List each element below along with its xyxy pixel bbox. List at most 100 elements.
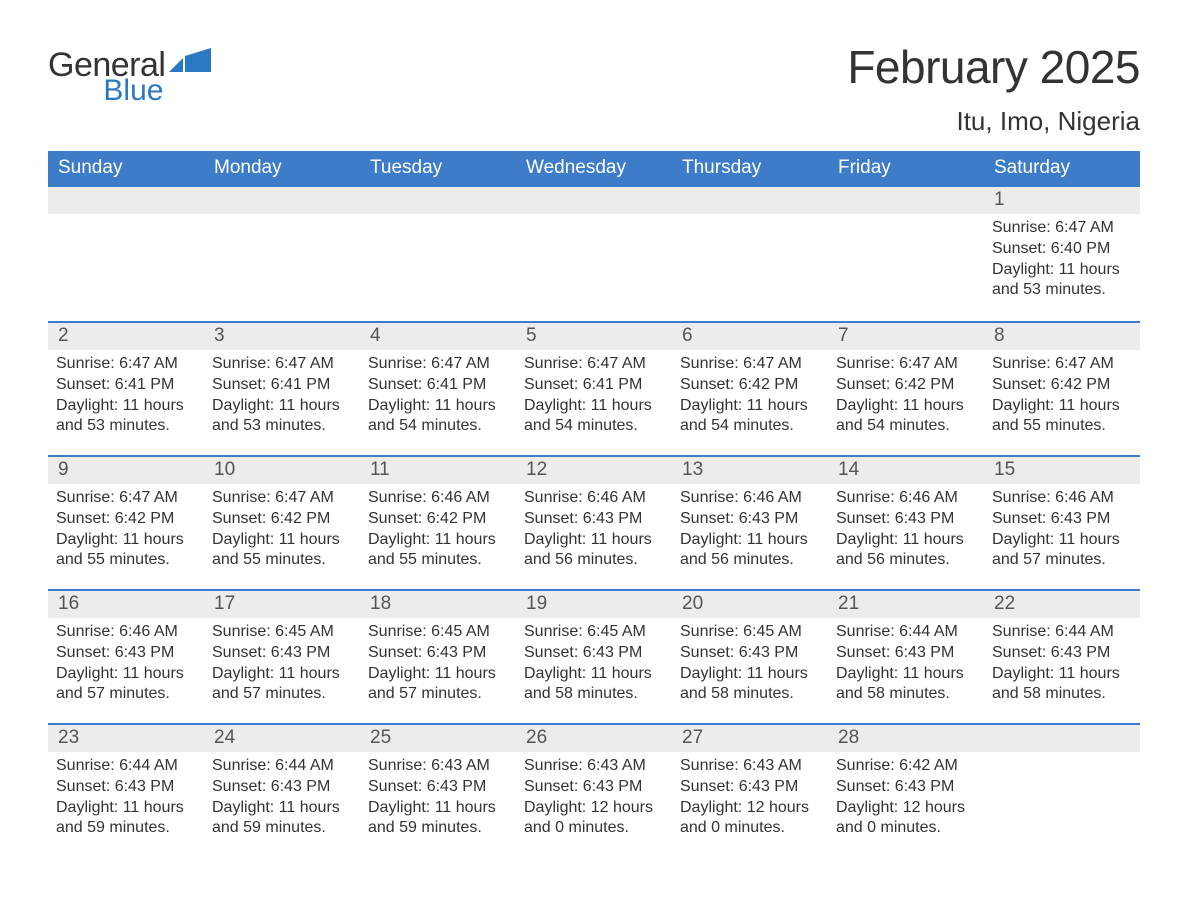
day-info: Sunrise: 6:45 AMSunset: 6:43 PMDaylight:… — [368, 622, 508, 705]
sunset-line: Sunset: 6:41 PM — [56, 375, 196, 396]
day-number — [48, 187, 204, 214]
month-title: February 2025 — [847, 40, 1140, 94]
day-number — [672, 187, 828, 214]
sunset-line: Sunset: 6:42 PM — [56, 509, 196, 530]
day-number: 5 — [516, 323, 672, 350]
daylight-line: Daylight: 11 hours and 57 minutes. — [368, 664, 508, 706]
sunset-line: Sunset: 6:43 PM — [212, 643, 352, 664]
daylight-line: Daylight: 11 hours and 54 minutes. — [368, 396, 508, 438]
calendar-day-cell: 6Sunrise: 6:47 AMSunset: 6:42 PMDaylight… — [672, 323, 828, 455]
calendar-day-cell: 13Sunrise: 6:46 AMSunset: 6:43 PMDayligh… — [672, 457, 828, 589]
weekday-header: Wednesday — [516, 151, 672, 187]
day-number: 2 — [48, 323, 204, 350]
sunrise-line: Sunrise: 6:44 AM — [56, 756, 196, 777]
sunrise-line: Sunrise: 6:43 AM — [368, 756, 508, 777]
calendar-day-cell — [204, 187, 360, 321]
brand-logo: General Blue — [48, 40, 211, 106]
sunrise-line: Sunrise: 6:46 AM — [680, 488, 820, 509]
calendar-day-cell: 1 Sunrise: 6:47 AMSunset: 6:40 PMDaylight… — [984, 187, 1140, 321]
daylight-line: Daylight: 11 hours and 58 minutes. — [992, 664, 1132, 706]
calendar-day-cell: 26Sunrise: 6:43 AMSunset: 6:43 PMDayligh… — [516, 725, 672, 857]
calendar-day-cell: 2Sunrise: 6:47 AMSunset: 6:41 PMDaylight… — [48, 323, 204, 455]
calendar-day-cell: 17 Sunrise: 6:45 AMSunset: 6:43 PMDayligh… — [204, 591, 360, 723]
day-info: Sunrise: 6:46 AMSunset: 6:43 PMDaylight:… — [680, 488, 820, 571]
calendar-week: 16Sunrise: 6:46 AMSunset: 6:43 PMDayligh… — [48, 589, 1140, 723]
header-bar: General Blue February 2025 Itu, Imo, Nig… — [48, 40, 1140, 143]
day-number: 1 — [984, 187, 1140, 214]
day-number — [516, 187, 672, 214]
sunrise-line: Sunrise: 6:45 AM — [368, 622, 508, 643]
sunrise-line: Sunrise: 6:47 AM — [212, 354, 352, 375]
daylight-line: Daylight: 11 hours and 57 minutes. — [992, 530, 1132, 572]
daylight-line: Daylight: 11 hours and 58 minutes. — [680, 664, 820, 706]
sunset-line: Sunset: 6:42 PM — [992, 375, 1132, 396]
daylight-line: Daylight: 11 hours and 55 minutes. — [212, 530, 352, 572]
calendar-week: 23Sunrise: 6:44 AMSunset: 6:43 PMDayligh… — [48, 723, 1140, 857]
day-number: 24 — [204, 725, 360, 752]
day-info: Sunrise: 6:45 AMSunset: 6:43 PMDaylight:… — [524, 622, 664, 705]
day-info: Sunrise: 6:47 AMSunset: 6:41 PMDaylight:… — [524, 354, 664, 437]
sunrise-line: Sunrise: 6:46 AM — [524, 488, 664, 509]
day-info: Sunrise: 6:47 AMSunset: 6:40 PMDaylight:… — [992, 218, 1132, 301]
location-subtitle: Itu, Imo, Nigeria — [847, 106, 1140, 137]
daylight-line: Daylight: 11 hours and 55 minutes. — [56, 530, 196, 572]
day-info: Sunrise: 6:47 AMSunset: 6:42 PMDaylight:… — [836, 354, 976, 437]
calendar-day-cell: 7Sunrise: 6:47 AMSunset: 6:42 PMDaylight… — [828, 323, 984, 455]
day-info: Sunrise: 6:44 AMSunset: 6:43 PMDaylight:… — [992, 622, 1132, 705]
calendar-day-cell: 11Sunrise: 6:46 AMSunset: 6:42 PMDayligh… — [360, 457, 516, 589]
sunrise-line: Sunrise: 6:47 AM — [836, 354, 976, 375]
daylight-line: Daylight: 11 hours and 56 minutes. — [836, 530, 976, 572]
sunrise-line: Sunrise: 6:43 AM — [680, 756, 820, 777]
day-number: 18 — [360, 591, 516, 618]
sunrise-line: Sunrise: 6:47 AM — [992, 354, 1132, 375]
day-number: 14 — [828, 457, 984, 484]
sunrise-line: Sunrise: 6:46 AM — [992, 488, 1132, 509]
calendar-day-cell: 22Sunrise: 6:44 AMSunset: 6:43 PMDayligh… — [984, 591, 1140, 723]
day-number: 21 — [828, 591, 984, 618]
daylight-line: Daylight: 11 hours and 56 minutes. — [524, 530, 664, 572]
daylight-line: Daylight: 11 hours and 53 minutes. — [212, 396, 352, 438]
day-number — [984, 725, 1140, 752]
calendar-day-cell: 28Sunrise: 6:42 AMSunset: 6:43 PMDayligh… — [828, 725, 984, 857]
sunset-line: Sunset: 6:43 PM — [368, 643, 508, 664]
sunset-line: Sunset: 6:41 PM — [524, 375, 664, 396]
daylight-line: Daylight: 11 hours and 55 minutes. — [368, 530, 508, 572]
daylight-line: Daylight: 11 hours and 57 minutes. — [56, 664, 196, 706]
calendar-day-cell — [672, 187, 828, 321]
calendar-day-cell: 20Sunrise: 6:45 AMSunset: 6:43 PMDayligh… — [672, 591, 828, 723]
sunset-line: Sunset: 6:43 PM — [680, 643, 820, 664]
day-number: 19 — [516, 591, 672, 618]
sunrise-line: Sunrise: 6:42 AM — [836, 756, 976, 777]
sunrise-line: Sunrise: 6:47 AM — [992, 218, 1132, 239]
calendar-body: 1 Sunrise: 6:47 AMSunset: 6:40 PMDaylight… — [48, 187, 1140, 857]
title-block: February 2025 Itu, Imo, Nigeria — [847, 40, 1140, 143]
day-info: Sunrise: 6:45 AMSunset: 6:43 PMDaylight:… — [680, 622, 820, 705]
day-info: Sunrise: 6:44 AMSunset: 6:43 PMDaylight:… — [56, 756, 196, 839]
day-number — [828, 187, 984, 214]
day-number: 4 — [360, 323, 516, 350]
day-number: 26 — [516, 725, 672, 752]
sunset-line: Sunset: 6:43 PM — [680, 777, 820, 798]
day-number: 17 — [204, 591, 360, 618]
day-number — [204, 187, 360, 214]
day-number: 10 — [204, 457, 360, 484]
calendar-week: 2Sunrise: 6:47 AMSunset: 6:41 PMDaylight… — [48, 321, 1140, 455]
daylight-line: Daylight: 11 hours and 54 minutes. — [680, 396, 820, 438]
sunrise-line: Sunrise: 6:45 AM — [212, 622, 352, 643]
sunrise-line: Sunrise: 6:47 AM — [524, 354, 664, 375]
weekday-header: Friday — [828, 151, 984, 187]
calendar-day-cell — [360, 187, 516, 321]
calendar-day-cell: 15Sunrise: 6:46 AMSunset: 6:43 PMDayligh… — [984, 457, 1140, 589]
calendar-day-cell: 18 Sunrise: 6:45 AMSunset: 6:43 PMDayligh… — [360, 591, 516, 723]
brand-text: General Blue — [48, 48, 165, 106]
daylight-line: Daylight: 11 hours and 55 minutes. — [992, 396, 1132, 438]
sunrise-line: Sunrise: 6:45 AM — [680, 622, 820, 643]
weekday-header: Saturday — [984, 151, 1140, 187]
calendar-day-cell — [516, 187, 672, 321]
calendar-day-cell: 8Sunrise: 6:47 AMSunset: 6:42 PMDaylight… — [984, 323, 1140, 455]
calendar-day-cell: 12Sunrise: 6:46 AMSunset: 6:43 PMDayligh… — [516, 457, 672, 589]
day-info: Sunrise: 6:47 AMSunset: 6:42 PMDaylight:… — [680, 354, 820, 437]
daylight-line: Daylight: 11 hours and 53 minutes. — [992, 260, 1132, 302]
daylight-line: Daylight: 11 hours and 57 minutes. — [212, 664, 352, 706]
daylight-line: Daylight: 11 hours and 54 minutes. — [836, 396, 976, 438]
